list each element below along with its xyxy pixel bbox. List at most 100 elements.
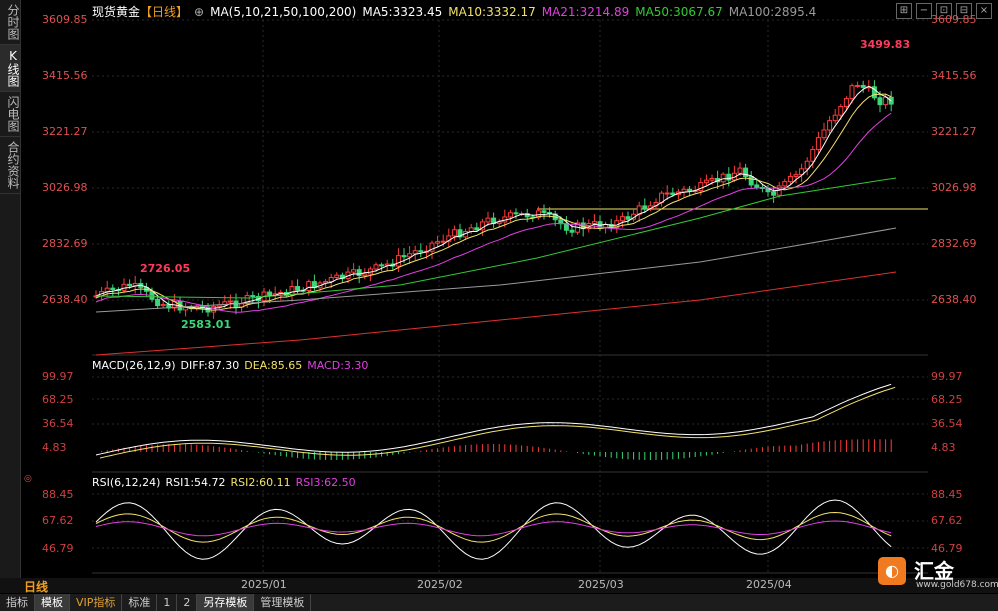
candle-body bbox=[351, 269, 357, 273]
ma50-value: MA50:3067.67 bbox=[635, 5, 723, 19]
left-axis-3: 3026.98 bbox=[42, 181, 88, 194]
candle-body bbox=[479, 221, 485, 231]
candle-body bbox=[855, 84, 861, 87]
candle-body bbox=[793, 174, 799, 177]
candle-body bbox=[804, 160, 810, 170]
close-icon[interactable]: × bbox=[976, 3, 992, 19]
candle-body bbox=[625, 216, 631, 220]
candle-body bbox=[782, 181, 788, 187]
tab-standard[interactable]: 标准 bbox=[122, 594, 158, 611]
candle-body bbox=[334, 274, 340, 279]
tab-timeshare[interactable]: 分时图 bbox=[0, 0, 20, 45]
candle-body bbox=[306, 281, 312, 292]
tab-manage-template[interactable]: 管理模板 bbox=[254, 594, 312, 611]
rsi-right-2: 46.79 bbox=[931, 542, 963, 555]
indicator-line bbox=[95, 499, 892, 560]
rsi-collapse-icon[interactable]: ◎ bbox=[24, 474, 32, 484]
candle-body bbox=[127, 283, 133, 287]
candle-body bbox=[356, 269, 362, 277]
indicator-line bbox=[95, 93, 892, 311]
macd-diff: DIFF:87.30 bbox=[180, 359, 240, 372]
candle-body bbox=[709, 177, 715, 181]
rsi2-value: RSI2:60.11 bbox=[230, 476, 291, 489]
candle-body bbox=[860, 84, 866, 88]
candle-body bbox=[446, 235, 452, 242]
indicator-line bbox=[95, 271, 897, 356]
indicator-line bbox=[95, 520, 892, 537]
candle-body bbox=[849, 85, 855, 100]
candle-body bbox=[821, 129, 827, 139]
candle-body bbox=[569, 229, 575, 233]
candle-body bbox=[104, 287, 110, 293]
candle-body bbox=[743, 167, 749, 178]
tab-2[interactable]: 2 bbox=[177, 594, 198, 611]
candle-body bbox=[827, 120, 833, 131]
candle-body bbox=[698, 182, 704, 192]
macd-right-2: 36.54 bbox=[931, 417, 963, 430]
tab-template[interactable]: 模板 bbox=[35, 594, 70, 611]
tab-kline[interactable]: K线图 bbox=[0, 45, 20, 92]
side-nav: 分时图 K线图 闪电图 合约资料 bbox=[0, 0, 21, 578]
candle-body bbox=[664, 192, 670, 195]
restore-icon[interactable]: ⊡ bbox=[936, 3, 952, 19]
ma5-value: MA5:3323.45 bbox=[362, 5, 443, 19]
right-axis-0: 3609.85 bbox=[931, 13, 977, 26]
date-feb: 2025/02 bbox=[417, 578, 463, 591]
candle-body bbox=[771, 191, 777, 196]
candle-body bbox=[832, 114, 838, 122]
macd-right-1: 68.25 bbox=[931, 393, 963, 406]
rsi-right-1: 67.62 bbox=[931, 514, 963, 527]
tab-indicator[interactable]: 指标 bbox=[0, 594, 35, 611]
period-label[interactable]: 日线 bbox=[24, 580, 49, 594]
macd-left-0: 99.97 bbox=[42, 370, 74, 383]
rsi-right-0: 88.45 bbox=[931, 488, 963, 501]
bottom-tabs: 指标 模板 VIP指标 标准 1 2 另存模板 管理模板 bbox=[0, 594, 998, 611]
high-annotation: 3499.83 bbox=[860, 38, 911, 51]
tab-1[interactable]: 1 bbox=[157, 594, 178, 611]
candle-body bbox=[485, 217, 491, 223]
tab-flash[interactable]: 闪电图 bbox=[0, 92, 20, 137]
tab-save-template[interactable]: 另存模板 bbox=[197, 594, 255, 611]
candle-body bbox=[401, 255, 407, 258]
candle-body bbox=[507, 212, 513, 218]
candle-body bbox=[591, 221, 597, 225]
candle-body bbox=[440, 240, 446, 243]
candle-body bbox=[877, 97, 883, 106]
tile-icon[interactable]: ⊟ bbox=[956, 3, 972, 19]
right-axis-5: 2638.40 bbox=[931, 293, 977, 306]
chart-canvas[interactable] bbox=[20, 0, 998, 578]
rsi1-value: RSI1:54.72 bbox=[165, 476, 226, 489]
candle-body bbox=[703, 179, 709, 184]
right-axis-3: 3026.98 bbox=[931, 181, 977, 194]
candle-body bbox=[883, 96, 889, 106]
date-mar: 2025/03 bbox=[578, 578, 624, 591]
left-axis-0: 3609.85 bbox=[42, 13, 88, 26]
candle-body bbox=[619, 216, 625, 222]
candle-body bbox=[110, 287, 116, 291]
candle-body bbox=[642, 205, 648, 209]
candle-body bbox=[563, 223, 569, 231]
date-axis bbox=[0, 578, 998, 593]
ma-params: MA(5,10,21,50,100,200) bbox=[210, 5, 357, 19]
minimize-icon[interactable]: − bbox=[916, 3, 932, 19]
tab-contract-info[interactable]: 合约资料 bbox=[0, 137, 20, 194]
settings-icon[interactable]: ⊕ bbox=[194, 5, 205, 19]
tab-vip-indicator[interactable]: VIP指标 bbox=[70, 594, 123, 611]
logo-name: 汇金 bbox=[914, 559, 954, 583]
candle-body bbox=[328, 277, 334, 282]
candle-body bbox=[541, 210, 547, 213]
candle-body bbox=[810, 148, 816, 162]
candle-body bbox=[227, 300, 233, 303]
candle-body bbox=[748, 176, 754, 186]
candle-body bbox=[687, 188, 693, 192]
left-axis-1: 3415.56 bbox=[42, 69, 88, 82]
candle-body bbox=[451, 229, 457, 237]
early-high-annotation: 2726.05 bbox=[140, 262, 191, 275]
candle-body bbox=[524, 213, 530, 218]
right-axis-1: 3415.56 bbox=[931, 69, 977, 82]
candle-body bbox=[395, 255, 401, 267]
indicator-line bbox=[95, 383, 892, 456]
left-axis-2: 3221.27 bbox=[42, 125, 88, 138]
date-apr: 2025/04 bbox=[746, 578, 792, 591]
fullscreen-icon[interactable]: ⊞ bbox=[896, 3, 912, 19]
